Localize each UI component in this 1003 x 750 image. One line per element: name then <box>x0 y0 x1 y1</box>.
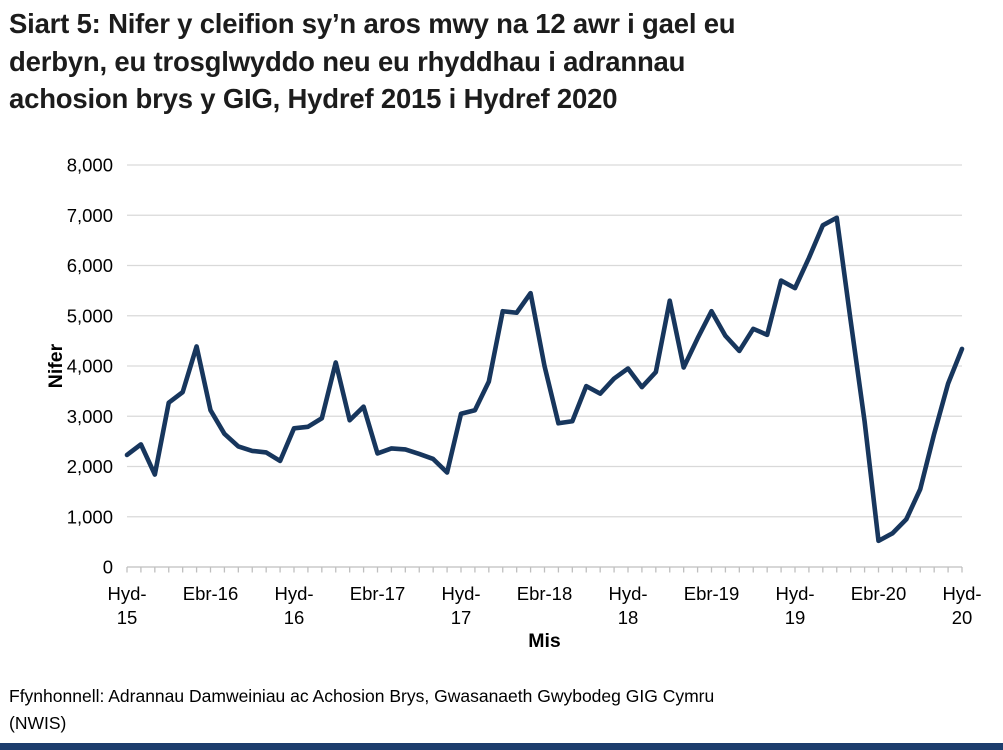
y-tick-label: 6,000 <box>67 255 113 276</box>
y-tick-label: 7,000 <box>67 205 113 226</box>
y-tick-label: 1,000 <box>67 506 113 527</box>
y-axis-tick-labels: 0 1,000 2,000 3,000 4,000 5,000 6,000 7,000 8,00… <box>67 155 113 578</box>
chart-svg: 0 1,000 2,000 3,000 4,000 5,000 6,000 7,000 8,00… <box>45 155 982 653</box>
x-tick-label: Ebr-16 <box>183 583 239 604</box>
x-axis-tick-labels: Hyd-15 Ebr-16 Hyd-16 Ebr-17 Hyd-17 Ebr-18 Hyd-… <box>107 583 981 628</box>
x-tick-label: Hyd-17 <box>441 583 480 628</box>
y-tick-label: 3,000 <box>67 406 113 427</box>
x-tick-label: Hyd-16 <box>274 583 313 628</box>
x-axis-ticks <box>126 567 963 573</box>
chart-title: Siart 5: Nifer y cleifion sy’n aros mwy … <box>9 8 736 115</box>
x-tick-label: Ebr-17 <box>350 583 406 604</box>
x-tick-label: Hyd-20 <box>942 583 981 628</box>
y-tick-label: 2,000 <box>67 456 113 477</box>
x-tick-label: Ebr-19 <box>684 583 740 604</box>
y-tick-label: 4,000 <box>67 356 113 377</box>
y-tick-label: 5,000 <box>67 305 113 326</box>
y-axis-title: Nifer <box>45 343 67 388</box>
x-tick-label: Hyd-18 <box>608 583 647 628</box>
y-tick-label: 8,000 <box>67 155 113 176</box>
y-tick-label: 0 <box>103 557 113 578</box>
x-tick-label: Ebr-20 <box>851 583 907 604</box>
x-tick-label: Ebr-18 <box>517 583 573 604</box>
source-note: Ffynhonnell: Adrannau Damweiniau ac Acho… <box>9 686 715 734</box>
x-axis-title: Mis <box>528 630 561 652</box>
x-tick-label: Hyd-15 <box>107 583 146 628</box>
footer-bar <box>0 743 1003 750</box>
data-line-series <box>124 215 965 544</box>
x-tick-label: Hyd-19 <box>775 583 814 628</box>
